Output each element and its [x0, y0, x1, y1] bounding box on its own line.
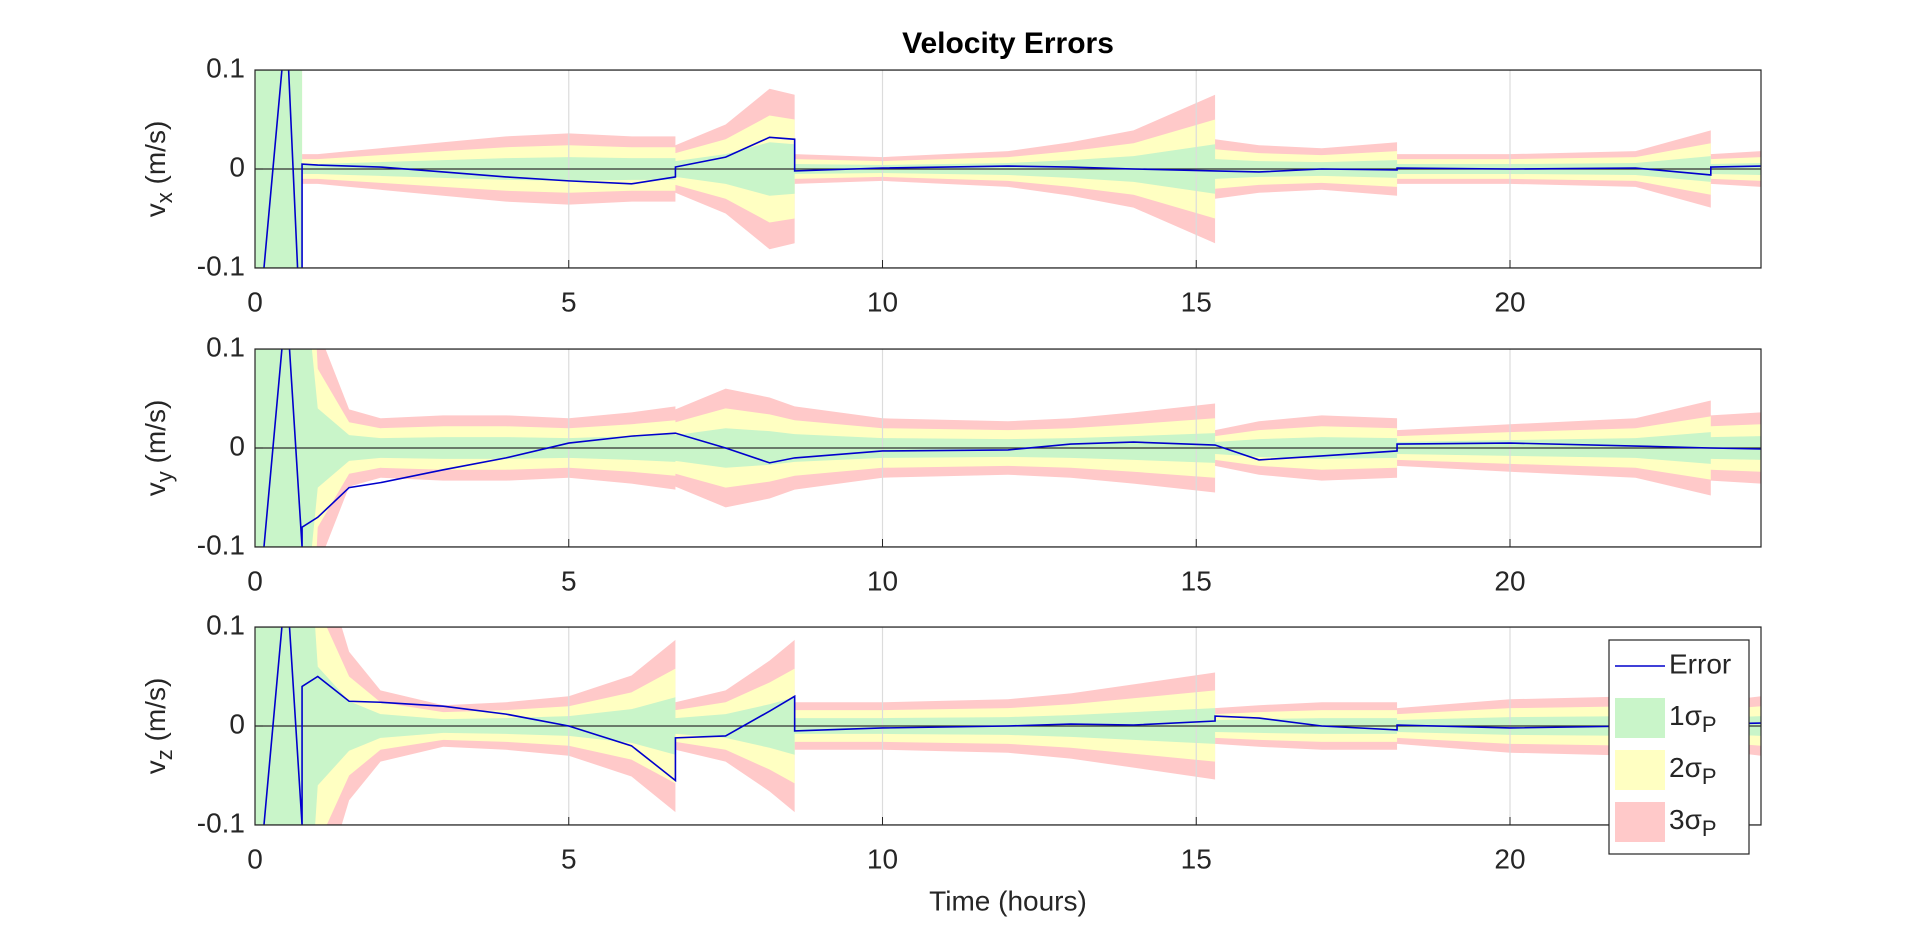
x-tick-label: 0	[247, 286, 263, 317]
y-axis-label: vx (m/s)	[140, 121, 176, 218]
x-tick-label: 5	[561, 286, 577, 317]
y-tick-label: -0.1	[197, 807, 245, 838]
error-line	[263, 627, 1761, 825]
x-tick-label: 10	[867, 565, 898, 596]
y-tick-label: 0	[229, 151, 245, 182]
y-tick-label: -0.1	[197, 529, 245, 560]
y-tick-label: 0	[229, 430, 245, 461]
y-axis-label: vy (m/s)	[140, 400, 176, 497]
x-tick-label: 10	[867, 843, 898, 874]
y-axis-label: vz (m/s)	[140, 678, 176, 775]
y-tick-label: -0.1	[197, 250, 245, 281]
x-axis-label: Time (hours)	[929, 885, 1087, 916]
plot-area	[255, 627, 1761, 825]
chart-title: Velocity Errors	[902, 27, 1114, 60]
legend-label: 1σP	[1669, 700, 1717, 736]
error-line	[263, 349, 1761, 547]
y-tick-label: 0.1	[206, 331, 245, 362]
x-tick-label: 20	[1494, 843, 1525, 874]
x-tick-label: 15	[1181, 286, 1212, 317]
legend-label: 2σP	[1669, 752, 1717, 788]
x-tick-label: 10	[867, 286, 898, 317]
y-tick-label: 0.1	[206, 52, 245, 83]
y-tick-label: 0	[229, 708, 245, 739]
legend-swatch	[1615, 750, 1665, 790]
x-tick-label: 5	[561, 843, 577, 874]
error-line	[263, 70, 1761, 268]
x-tick-label: 20	[1494, 286, 1525, 317]
x-tick-label: 0	[247, 843, 263, 874]
x-tick-label: 0	[247, 565, 263, 596]
sigma-band	[255, 70, 1761, 268]
legend-swatch	[1615, 802, 1665, 842]
x-tick-label: 15	[1181, 565, 1212, 596]
legend-swatch	[1615, 698, 1665, 738]
x-tick-label: 20	[1494, 565, 1525, 596]
legend-label: 3σP	[1669, 804, 1717, 840]
plot-area	[255, 70, 1761, 268]
legend-label: Error	[1669, 648, 1731, 679]
x-tick-label: 5	[561, 565, 577, 596]
sigma-band	[255, 627, 1761, 825]
plot-area	[255, 349, 1761, 547]
x-tick-label: 15	[1181, 843, 1212, 874]
y-tick-label: 0.1	[206, 609, 245, 640]
